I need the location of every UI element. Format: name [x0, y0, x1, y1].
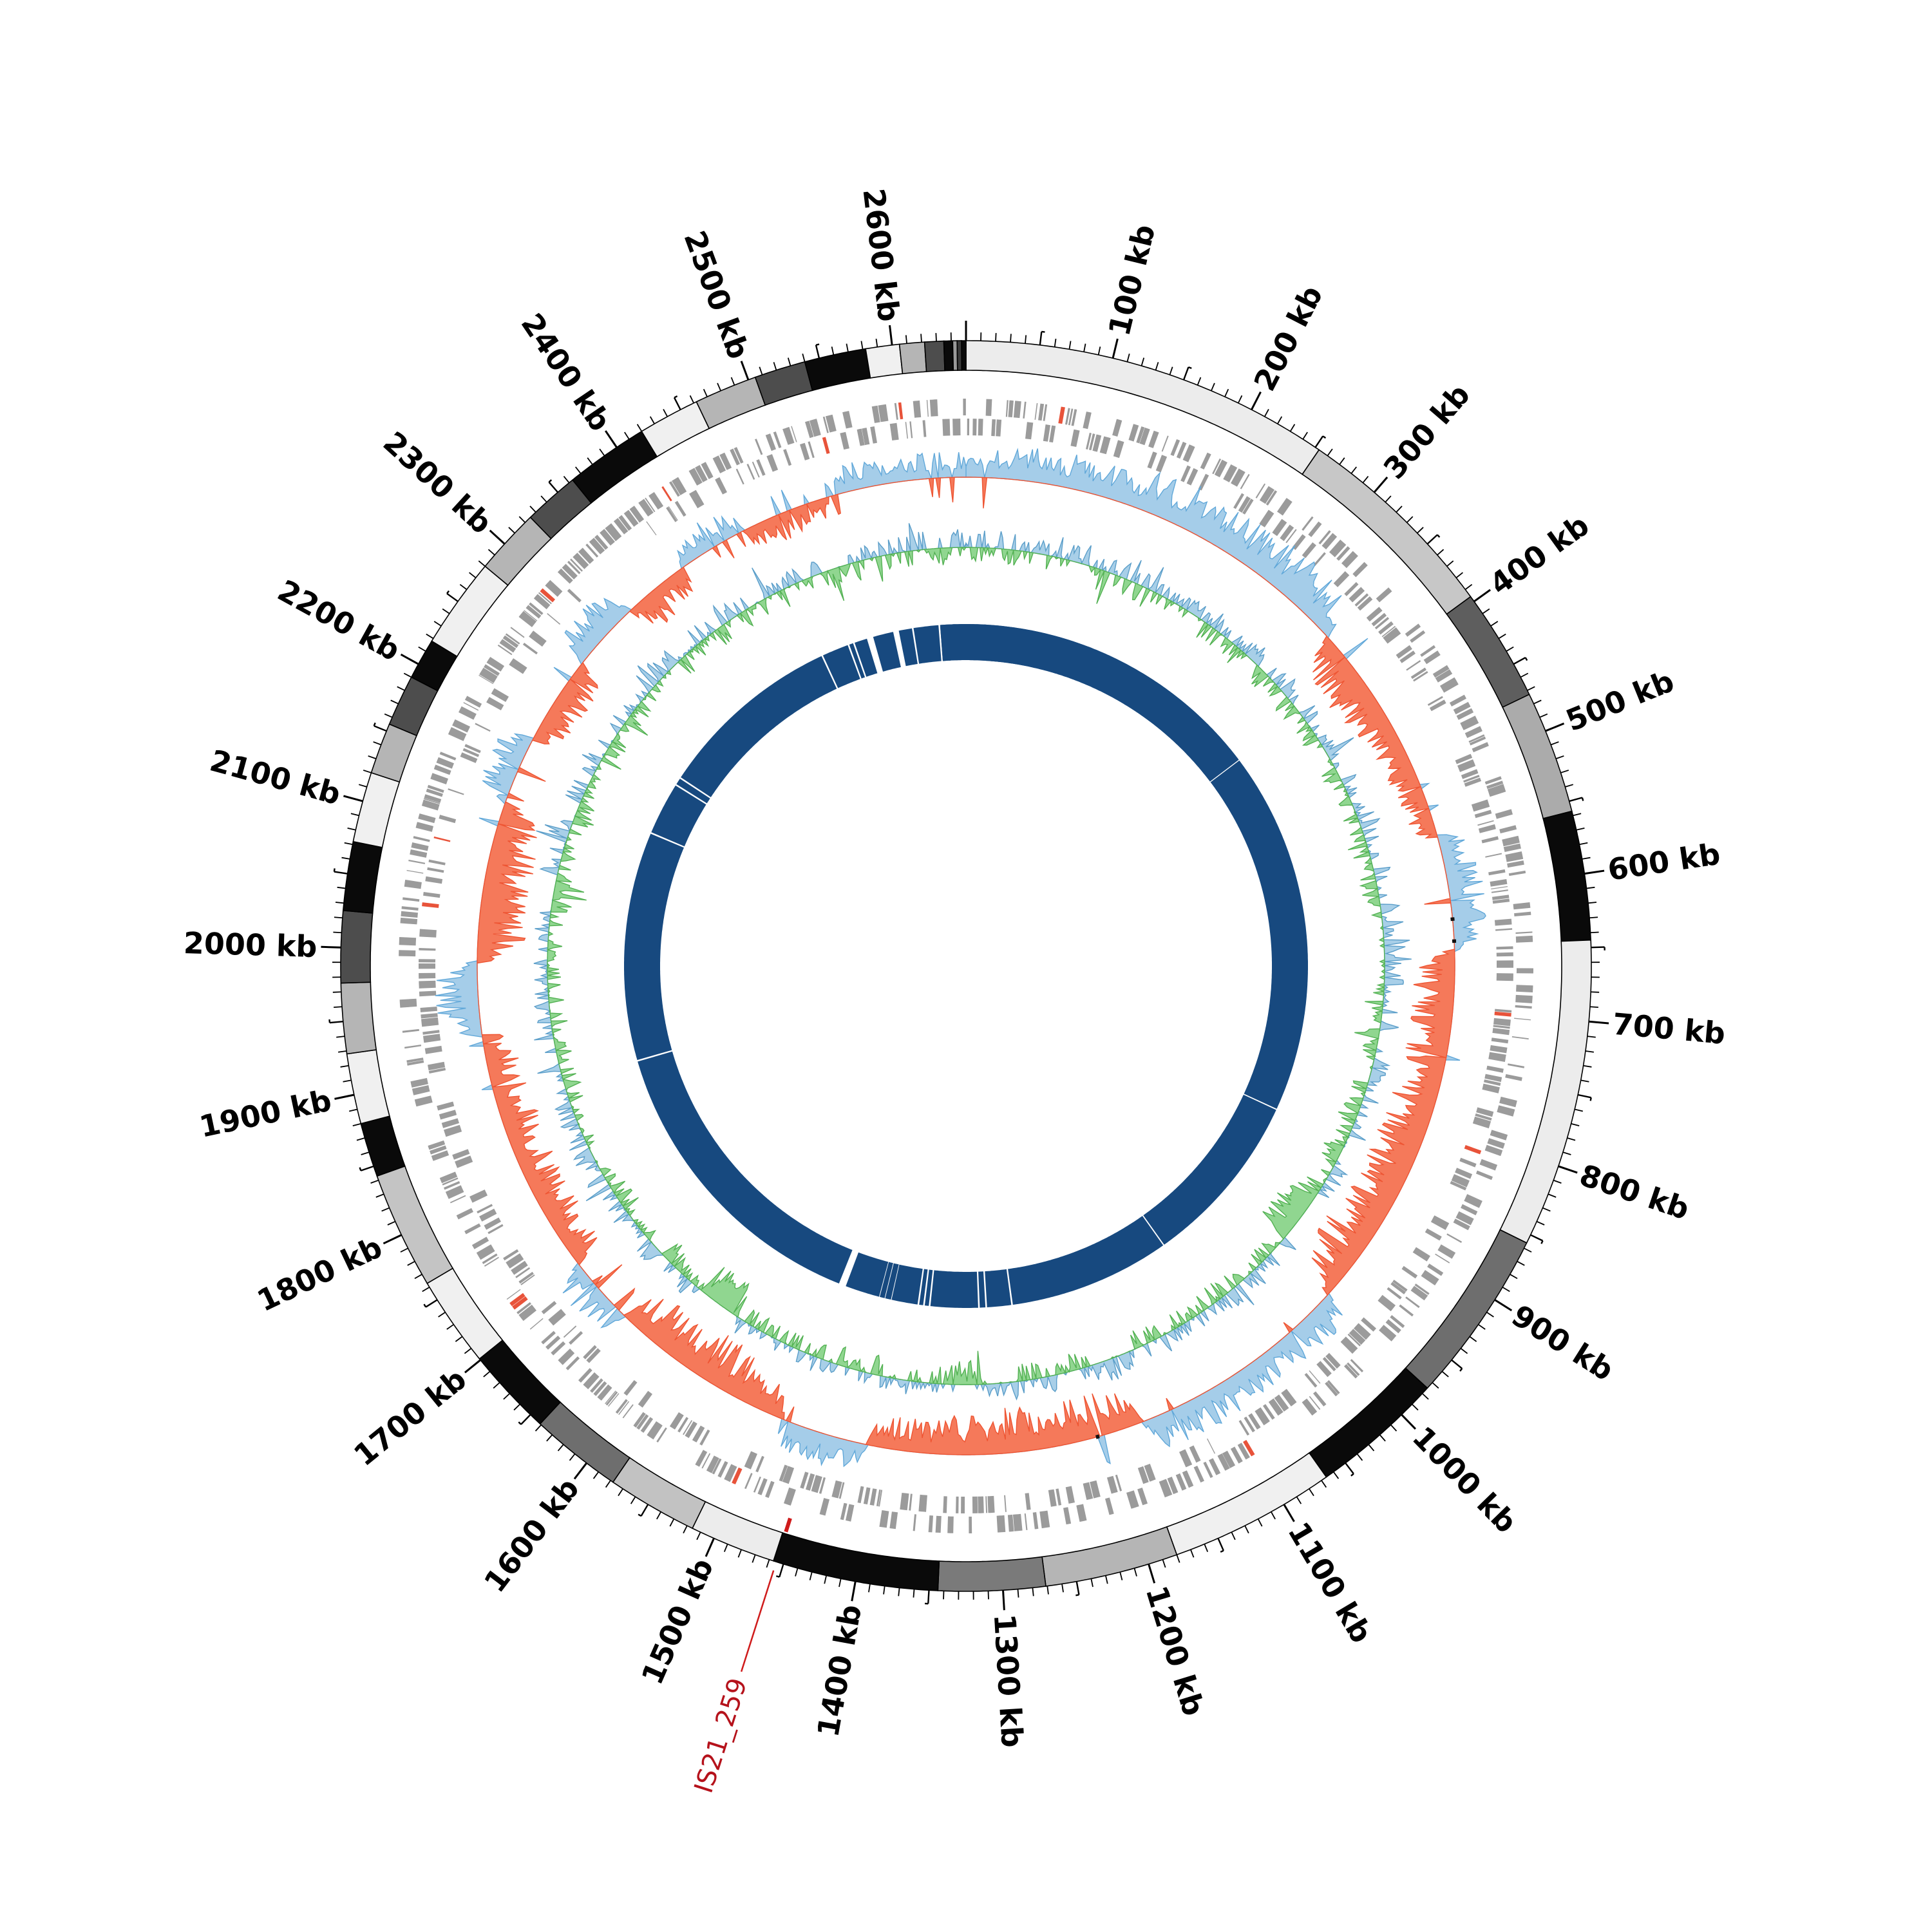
tick-label: 2000 kb: [183, 925, 317, 964]
gc-skew-ring: [435, 448, 1486, 1468]
gene-ring-forward: [399, 399, 1533, 1533]
tick-label: 700 kb: [1611, 1007, 1727, 1051]
tick-label: 500 kb: [1561, 663, 1679, 738]
tick-label: 2300 kb: [377, 425, 499, 541]
tick-label: 1500 kb: [634, 1553, 720, 1690]
tick-label: 1900 kb: [196, 1083, 334, 1144]
tick-label: 2400 kb: [515, 307, 618, 437]
tick-label: 600 kb: [1605, 837, 1723, 887]
tick-label: 200 kb: [1247, 280, 1329, 397]
annotation-leader-line: [740, 1570, 775, 1672]
tick-label: 1000 kb: [1406, 1419, 1524, 1540]
tick-label: 2200 kb: [272, 573, 406, 668]
tick-label: 100 kb: [1102, 221, 1162, 339]
contig-ring: [340, 340, 1592, 1592]
tick-label: 1800 kb: [252, 1229, 388, 1318]
tick-label: 1200 kb: [1139, 1582, 1211, 1719]
tick-label: 400 kb: [1483, 507, 1595, 601]
tick-label: 900 kb: [1506, 1298, 1620, 1387]
tick-label: 1600 kb: [477, 1472, 586, 1599]
tick-ring: [321, 321, 1609, 1611]
tick-label: 2500 kb: [677, 226, 756, 363]
tick-label: 2600 kb: [856, 187, 906, 323]
tick-label: 1400 kb: [810, 1602, 868, 1739]
annotation-tick: [784, 1517, 792, 1533]
tick-label: 800 kb: [1575, 1157, 1694, 1226]
coverage-ring: [624, 624, 1308, 1308]
tick-label: 1300 kb: [987, 1613, 1030, 1748]
tick-label: 1700 kb: [347, 1361, 473, 1473]
tick-label: 300 kb: [1377, 377, 1477, 486]
gene-ring-reverse: [419, 419, 1513, 1513]
tick-label: 2100 kb: [206, 743, 344, 812]
trna-marks: [1095, 917, 1457, 1439]
gc-content-ring: [533, 523, 1412, 1401]
annotation-label: IS21_259: [689, 1674, 753, 1797]
tick-label: 1100 kb: [1281, 1516, 1379, 1649]
